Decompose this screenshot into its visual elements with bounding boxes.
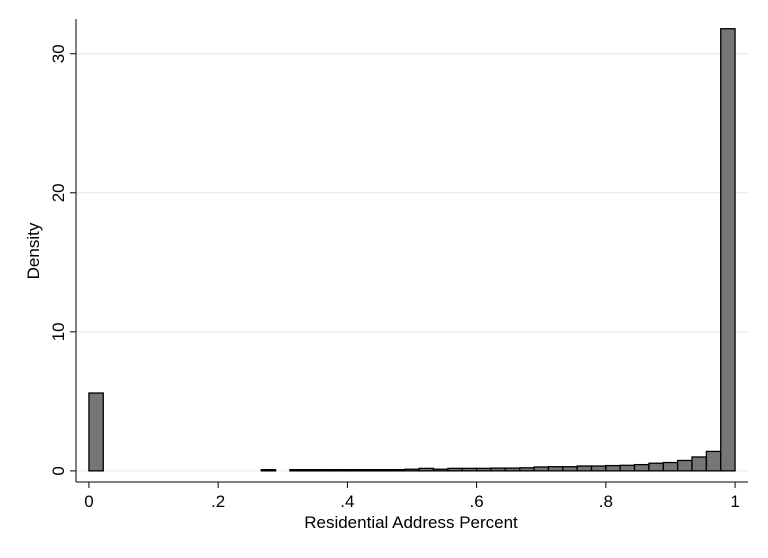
histogram-bar: [691, 456, 707, 472]
histogram-bar: [676, 459, 693, 472]
histogram-bar: [303, 469, 320, 472]
histogram-bar: [375, 469, 392, 472]
x-axis-title: Residential Address Percent: [304, 513, 518, 532]
histogram-bar: [720, 28, 736, 472]
histogram-bar: [562, 466, 578, 472]
y-tick-label: 10: [49, 322, 68, 341]
axes: [75, 19, 748, 483]
y-axis-title: Density: [24, 222, 43, 279]
y-axis-ticks: 0 10 20 30: [49, 44, 76, 476]
histogram-bar: [619, 464, 636, 472]
histogram-bar: [418, 467, 435, 472]
histogram-bar: [705, 450, 722, 472]
histogram-bar: [432, 468, 449, 472]
x-tick-label: .4: [340, 492, 354, 511]
histogram-bar: [88, 392, 104, 472]
histogram-bar: [576, 465, 593, 472]
histogram-bar: [633, 463, 650, 472]
y-tick-label: 0: [49, 466, 68, 475]
histogram-bar: [389, 469, 406, 472]
y-tick-label: 20: [49, 183, 68, 202]
histogram-bar: [590, 465, 607, 472]
histogram-bar: [318, 469, 334, 472]
histogram-bar: [475, 467, 492, 472]
histogram-bar: [332, 469, 349, 472]
x-tick-label: 1: [730, 492, 739, 511]
histogram-bar: [648, 462, 664, 472]
histogram-bar: [519, 467, 535, 472]
histogram-bar: [662, 461, 679, 472]
x-tick-label: .6: [470, 492, 484, 511]
histogram-bar: [346, 469, 363, 472]
histogram-bar: [447, 467, 463, 472]
histogram-bar: [361, 469, 377, 472]
x-tick-label: .8: [599, 492, 613, 511]
histogram-bar: [260, 469, 277, 472]
histogram-bar: [605, 464, 621, 472]
grid-lines: [76, 53, 748, 472]
x-tick-label: 0: [84, 492, 93, 511]
histogram-bar: [533, 466, 550, 472]
x-axis-ticks: 0 .2 .4 .6 .8 1: [84, 482, 740, 511]
histogram-bar: [490, 467, 506, 472]
histogram-bar: [404, 468, 420, 472]
y-tick-label: 30: [49, 44, 68, 63]
histogram-bars: [88, 28, 736, 472]
histogram-bar: [504, 467, 521, 472]
x-tick-label: .2: [211, 492, 225, 511]
histogram-bar: [547, 466, 564, 472]
histogram-bar: [289, 469, 305, 472]
histogram-bar: [461, 467, 478, 472]
